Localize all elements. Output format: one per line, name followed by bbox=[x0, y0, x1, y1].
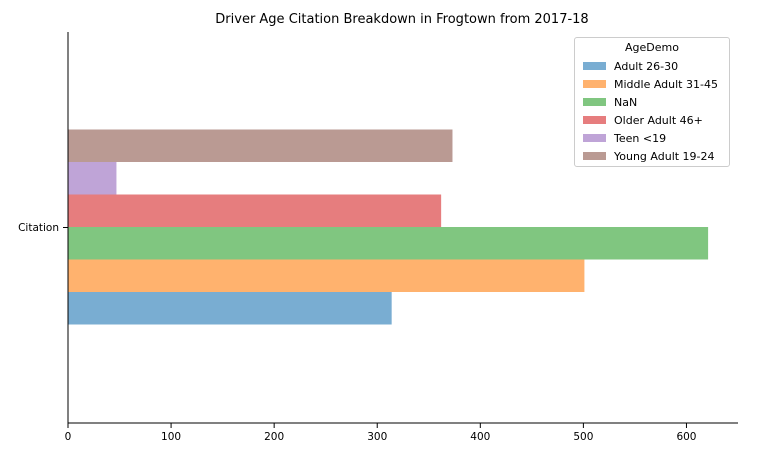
legend-label: Young Adult 19-24 bbox=[614, 149, 715, 163]
legend-title: AgeDemo bbox=[625, 41, 679, 54]
bar-nan bbox=[68, 227, 709, 260]
legend-swatch bbox=[583, 98, 606, 106]
x-ticks-group: 0 100 200 300 400 500 600 bbox=[65, 423, 696, 443]
y-tick-label-citation: Citation bbox=[18, 222, 59, 234]
x-tick-label: 500 bbox=[573, 431, 593, 443]
legend-label: Teen <19 bbox=[614, 131, 667, 145]
legend-label: Middle Adult 31-45 bbox=[614, 77, 718, 91]
legend-item: Young Adult 19-24 bbox=[583, 148, 715, 164]
legend-item: Older Adult 46+ bbox=[583, 112, 703, 128]
legend-label: Adult 26-30 bbox=[614, 59, 679, 73]
x-tick-label: 600 bbox=[676, 431, 696, 443]
legend-swatch bbox=[583, 80, 606, 88]
x-tick-label: 100 bbox=[161, 431, 181, 443]
legend-swatch bbox=[583, 62, 606, 70]
legend-swatch bbox=[583, 152, 606, 160]
legend-item: Adult 26-30 bbox=[583, 58, 678, 74]
legend-swatch bbox=[583, 116, 606, 124]
legend: AgeDemo Adult 26-30 Middle Adult 31-45 NaN… bbox=[574, 37, 730, 167]
legend-item: NaN bbox=[583, 94, 637, 110]
bar-older-adult-46 bbox=[68, 194, 442, 227]
x-tick-label: 200 bbox=[264, 431, 284, 443]
bar-young-adult-19-24 bbox=[68, 129, 453, 162]
legend-label: Older Adult 46+ bbox=[614, 113, 703, 127]
chart-title: Driver Age Citation Breakdown in Frogtow… bbox=[215, 12, 588, 27]
legend-item: Middle Adult 31-45 bbox=[583, 76, 718, 92]
legend-label: NaN bbox=[614, 95, 638, 109]
bar-adult-26-30 bbox=[68, 292, 392, 325]
bar-teen-19 bbox=[68, 162, 117, 195]
x-tick-label: 300 bbox=[367, 431, 387, 443]
bar-middle-adult-31-45 bbox=[68, 259, 585, 292]
bars-group bbox=[68, 129, 709, 325]
x-tick-label: 0 bbox=[65, 431, 72, 443]
legend-item: Teen <19 bbox=[583, 130, 666, 146]
x-tick-label: 400 bbox=[470, 431, 490, 443]
legend-swatch bbox=[583, 134, 606, 142]
